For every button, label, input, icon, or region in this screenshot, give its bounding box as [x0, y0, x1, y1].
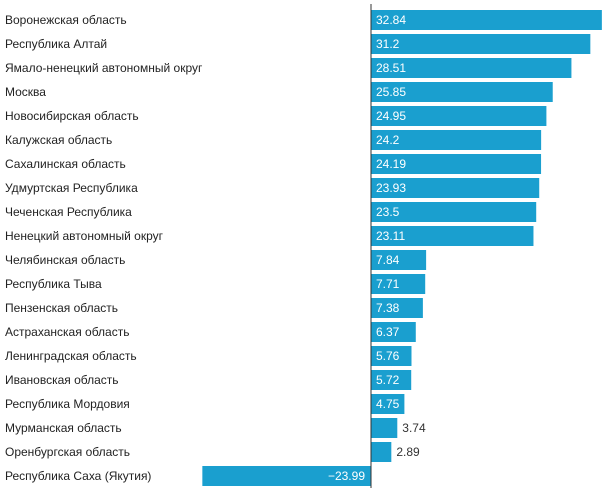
category-label: Ямало-ненецкий автономный округ [5, 61, 203, 75]
bar [371, 370, 412, 390]
bar [371, 34, 591, 54]
bar [371, 82, 553, 102]
bar [371, 178, 540, 198]
category-label: Москва [5, 85, 46, 99]
value-label: 31.2 [376, 37, 400, 51]
category-label: Республика Саха (Якутия) [5, 469, 151, 483]
value-label: 5.76 [376, 349, 400, 363]
bar [371, 394, 405, 414]
value-label: 23.93 [376, 181, 406, 195]
value-label: 32.84 [376, 13, 406, 27]
value-label: 7.71 [376, 277, 400, 291]
bar [371, 322, 416, 342]
value-label: 24.95 [376, 109, 406, 123]
value-label: 7.38 [376, 301, 400, 315]
category-label: Астраханская область [5, 325, 129, 339]
bar [371, 418, 398, 438]
category-label: Ненецкий автономный округ [5, 229, 164, 243]
value-label: 2.89 [396, 445, 420, 459]
value-label: 4.75 [376, 397, 400, 411]
value-label: 6.37 [376, 325, 400, 339]
category-label: Ивановская область [5, 373, 119, 387]
category-label: Новосибирская область [5, 109, 139, 123]
value-label: 23.5 [376, 205, 400, 219]
bar [371, 274, 426, 294]
bar [202, 466, 371, 486]
category-label: Чеченская Республика [5, 205, 132, 219]
bar [371, 106, 547, 126]
category-label: Удмуртская Республика [5, 181, 138, 195]
category-label: Республика Алтай [5, 37, 107, 51]
value-label: 23.11 [376, 229, 405, 243]
value-label: 25.85 [376, 85, 406, 99]
category-label: Пензенская область [5, 301, 118, 315]
category-label: Республика Тыва [5, 277, 102, 291]
category-label: Оренбургская область [5, 445, 130, 459]
value-label: 24.2 [376, 133, 400, 147]
category-label: Мурманская область [5, 421, 122, 435]
bar [371, 346, 412, 366]
bar [371, 298, 423, 318]
value-label: 7.84 [376, 253, 400, 267]
value-label: 3.74 [402, 421, 426, 435]
value-label: 28.51 [376, 61, 406, 75]
bar [371, 58, 572, 78]
bar [371, 154, 542, 174]
category-label: Воронежская область [5, 13, 127, 27]
value-label: 5.72 [376, 373, 400, 387]
bar [371, 442, 392, 462]
category-label: Сахалинская область [5, 157, 126, 171]
value-label: −23.99 [328, 469, 365, 483]
bar [371, 202, 537, 222]
bar [371, 10, 602, 30]
bar [371, 226, 534, 246]
category-label: Калужская область [5, 133, 112, 147]
bar [371, 130, 542, 150]
category-label: Республика Мордовия [5, 397, 130, 411]
category-label: Челябинская область [5, 253, 125, 267]
value-label: 24.19 [376, 157, 406, 171]
bar [371, 250, 427, 270]
category-label: Ленинградская область [5, 349, 137, 363]
